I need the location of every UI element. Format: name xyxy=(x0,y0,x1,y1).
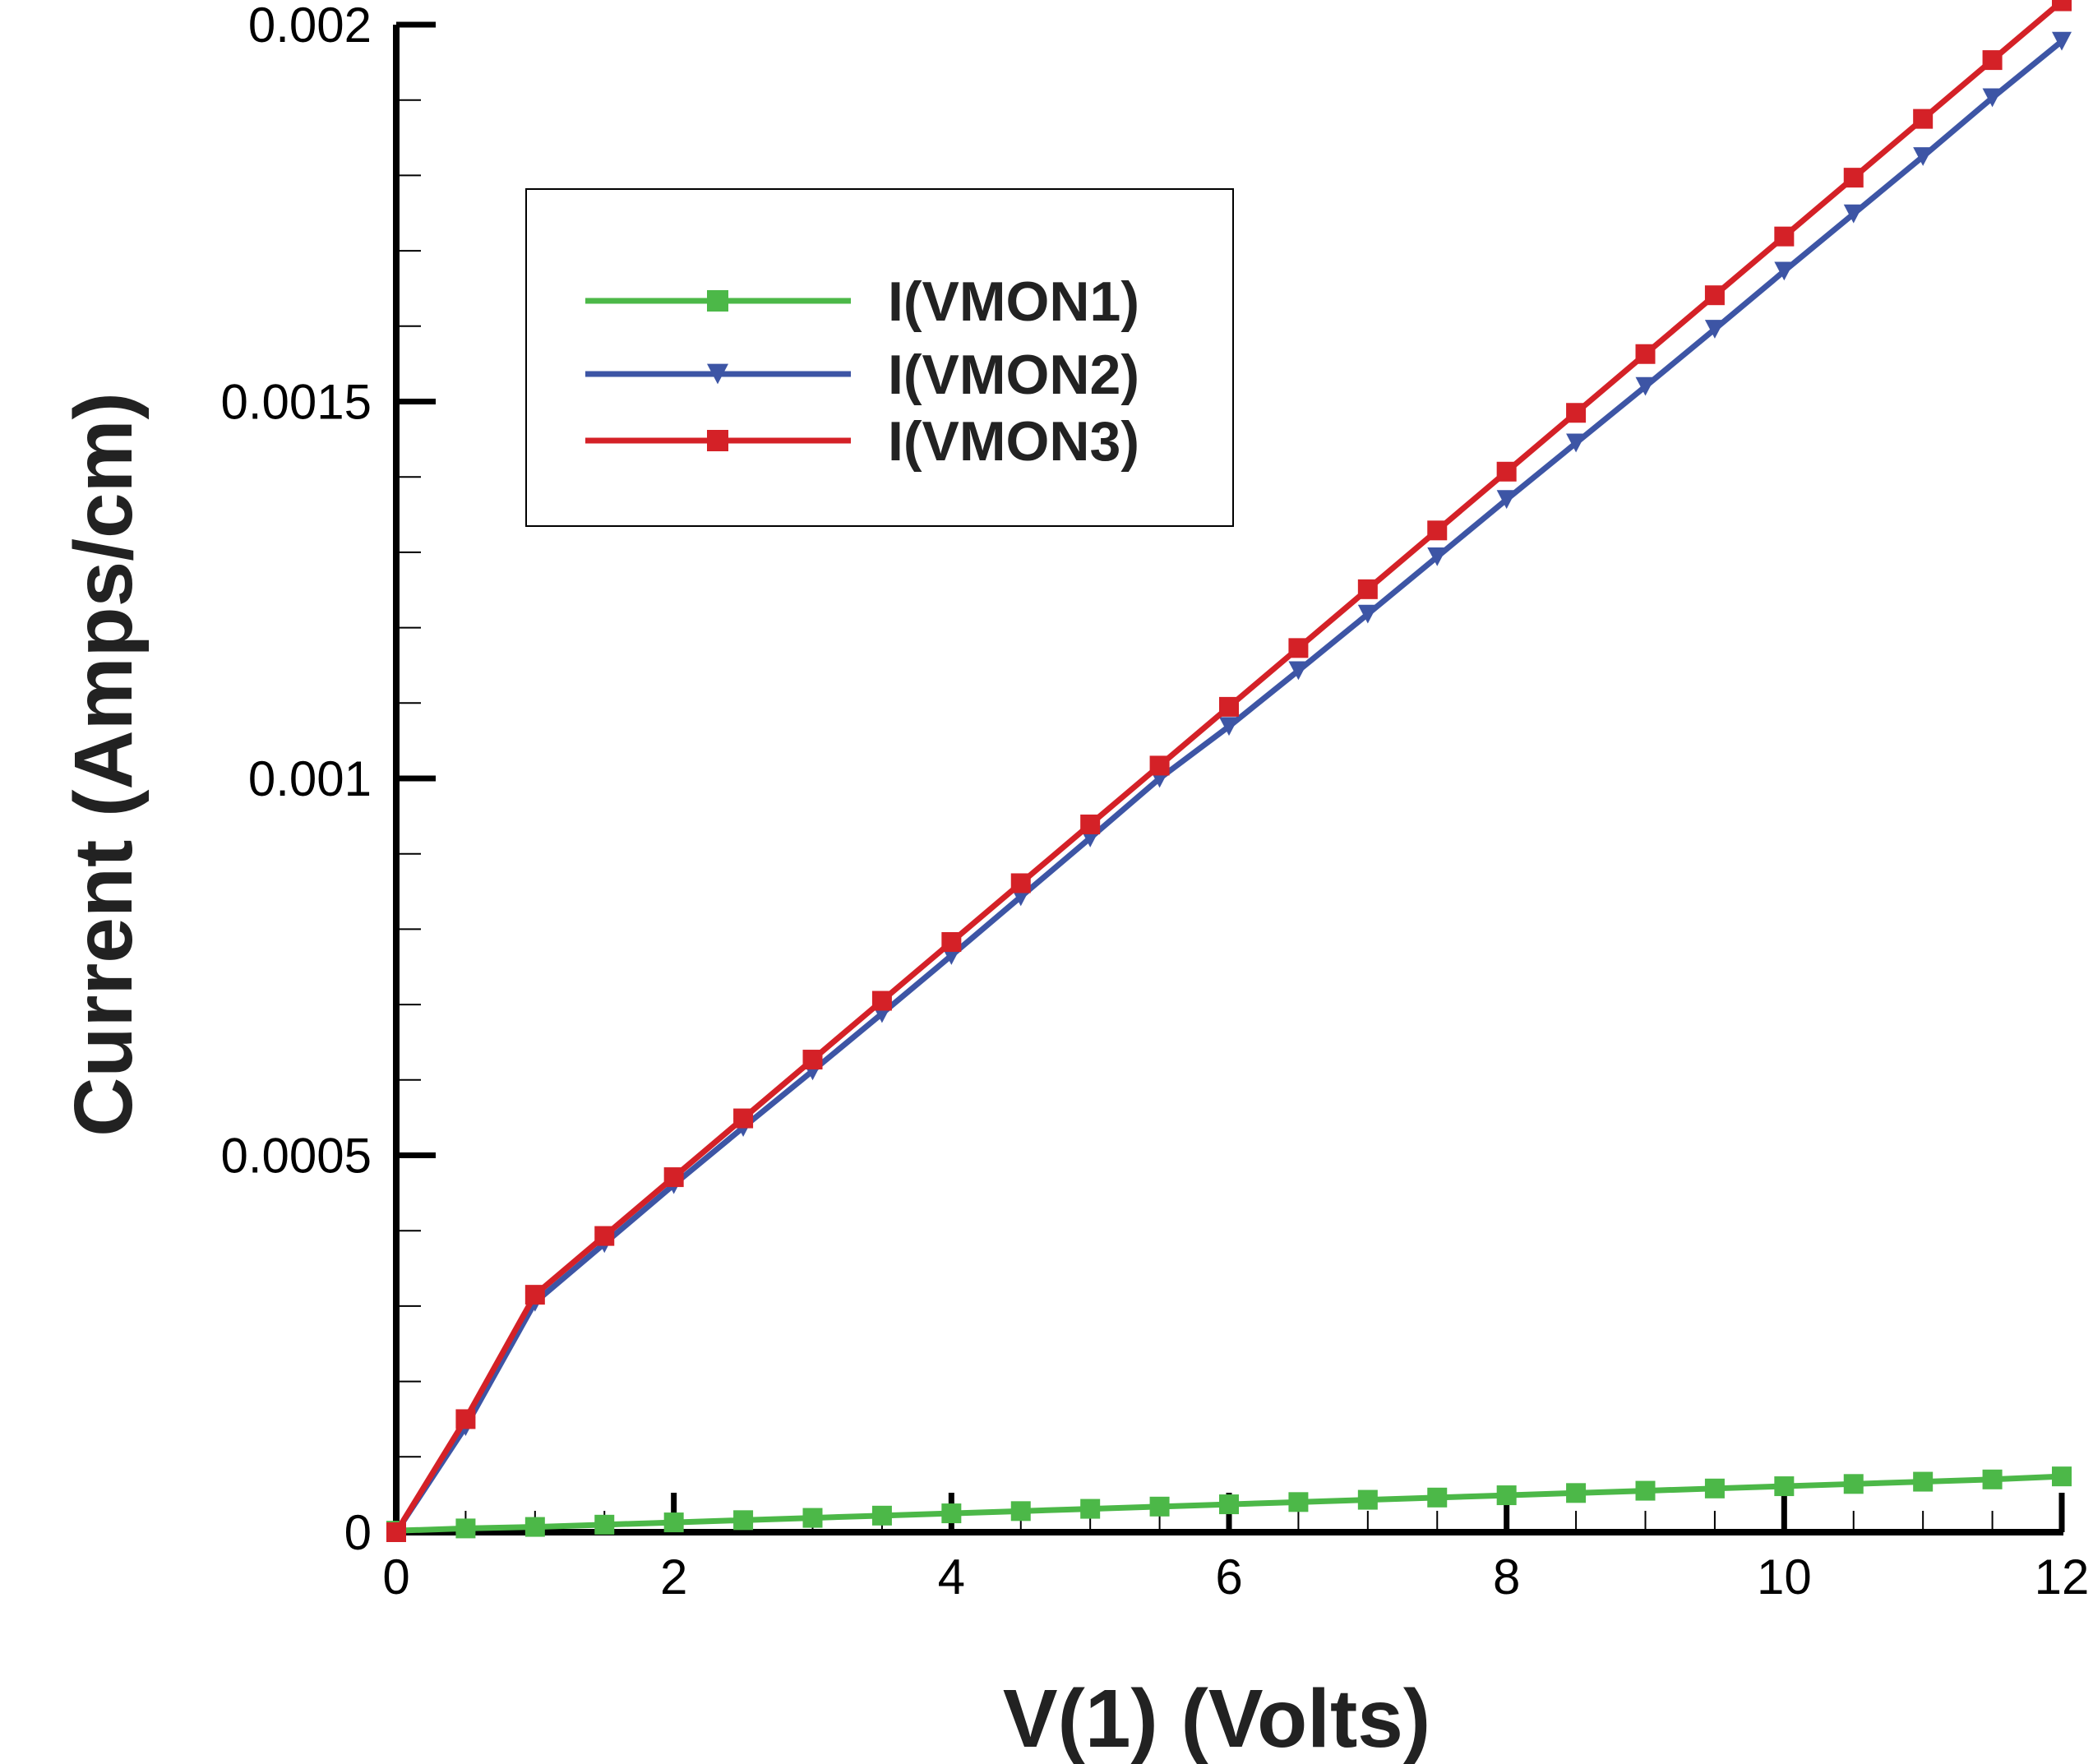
data-point-3 xyxy=(1010,873,1031,894)
data-point-1 xyxy=(1496,1485,1517,1506)
y-ticks: 0 0.0005 0.001 0.0015 0.002 xyxy=(220,0,436,1560)
data-point-1 xyxy=(1080,1498,1101,1519)
y-tick-label: 0.002 xyxy=(248,0,372,53)
data-point-1 xyxy=(455,1518,476,1539)
x-tick-label: 2 xyxy=(660,1549,687,1605)
data-point-3 xyxy=(594,1226,615,1246)
data-point-3 xyxy=(1843,168,1864,188)
legend-box xyxy=(525,188,1234,527)
data-point-2 xyxy=(1427,547,1448,566)
data-point-1 xyxy=(1774,1476,1795,1497)
data-point-1 xyxy=(802,1508,823,1528)
data-point-1 xyxy=(524,1517,545,1537)
data-point-3 xyxy=(941,931,962,952)
data-point-legend-3 xyxy=(707,430,728,451)
data-point-1 xyxy=(1427,1487,1448,1508)
y-axis-title: Current (Amps/cm) xyxy=(58,392,150,1137)
data-point-2 xyxy=(1288,661,1309,681)
data-point-1 xyxy=(2052,1466,2072,1487)
data-point-3 xyxy=(802,1050,823,1070)
data-point-1 xyxy=(871,1505,892,1526)
x-tick-label: 0 xyxy=(382,1549,409,1605)
data-point-1 xyxy=(1288,1492,1309,1512)
legend-label: I(VMON3) xyxy=(888,410,1139,473)
data-point-1 xyxy=(1149,1496,1170,1517)
data-point-1 xyxy=(941,1503,962,1524)
data-point-2 xyxy=(1843,204,1864,224)
data-point-2 xyxy=(1566,433,1587,453)
data-point-3 xyxy=(871,991,892,1011)
data-point-1 xyxy=(1635,1480,1656,1501)
data-point-3 xyxy=(1774,226,1795,247)
data-point-2 xyxy=(1982,88,2003,108)
data-point-1 xyxy=(1010,1501,1031,1522)
data-point-1 xyxy=(594,1514,615,1535)
data-point-1 xyxy=(1843,1474,1864,1494)
y-tick-label: 0.0005 xyxy=(220,1129,372,1184)
legend: I(VMON1) I(VMON2)I(VMON3) xyxy=(525,188,1234,527)
data-point-3 xyxy=(524,1285,545,1305)
data-point-1 xyxy=(1566,1483,1587,1503)
data-point-2 xyxy=(1219,717,1239,737)
legend-entry-2: I(VMON2) xyxy=(585,344,1139,406)
series-1 xyxy=(386,1466,2072,1541)
data-point-1 xyxy=(1913,1471,1934,1492)
data-point-1 xyxy=(1982,1469,2003,1489)
data-point-3 xyxy=(1357,579,1378,599)
y-tick-label: 0 xyxy=(344,1505,372,1560)
x-tick-label: 8 xyxy=(1493,1549,1520,1605)
legend-label: I(VMON1) xyxy=(888,270,1139,333)
y-tick-label: 0.001 xyxy=(248,751,372,806)
series-lines xyxy=(386,0,2072,1542)
x-tick-label: 12 xyxy=(2035,1549,2090,1605)
y-tick-label: 0.0015 xyxy=(220,375,372,430)
x-tick-label: 6 xyxy=(1215,1549,1242,1605)
data-point-3 xyxy=(1496,461,1517,482)
data-point-3 xyxy=(386,1522,406,1542)
data-point-3 xyxy=(1913,109,1934,129)
data-point-3 xyxy=(455,1409,476,1429)
data-point-3 xyxy=(1566,403,1587,423)
x-axis-title: V(1) (Volts) xyxy=(1003,1673,1430,1764)
data-point-2 xyxy=(1704,320,1725,339)
x-tick-label: 4 xyxy=(938,1549,965,1605)
data-point-3 xyxy=(733,1108,754,1129)
data-point-2 xyxy=(1774,261,1795,281)
legend-entry-3: I(VMON3) xyxy=(585,410,1139,473)
data-point-3 xyxy=(1219,696,1239,717)
x-tick-label: 10 xyxy=(1757,1549,1812,1605)
data-point-2 xyxy=(1496,490,1517,510)
data-point-3 xyxy=(1704,285,1725,306)
data-point-3 xyxy=(663,1167,684,1188)
data-point-1 xyxy=(1357,1489,1378,1510)
series-3 xyxy=(386,0,2072,1542)
data-point-1 xyxy=(663,1512,684,1533)
data-point-2 xyxy=(2052,31,2072,51)
legend-entry-1: I(VMON1) xyxy=(585,270,1139,333)
data-point-3 xyxy=(1080,814,1101,834)
data-point-1 xyxy=(733,1510,754,1531)
data-point-3 xyxy=(1149,755,1170,776)
data-point-3 xyxy=(1982,50,2003,71)
data-point-1 xyxy=(1704,1478,1725,1498)
data-point-2 xyxy=(1913,147,1934,166)
data-point-2 xyxy=(1357,604,1378,624)
data-point-1 xyxy=(1219,1494,1239,1515)
data-point-3 xyxy=(2052,0,2072,12)
data-point-legend-2 xyxy=(707,363,728,385)
legend-label: I(VMON2) xyxy=(888,344,1139,406)
data-point-3 xyxy=(1288,638,1309,658)
data-point-3 xyxy=(1635,344,1656,364)
data-point-2 xyxy=(1635,376,1656,396)
data-point-legend-1 xyxy=(707,290,728,312)
data-point-3 xyxy=(1427,520,1448,541)
